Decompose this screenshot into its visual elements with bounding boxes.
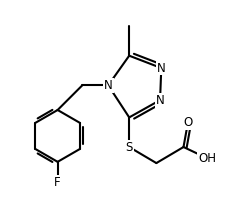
Text: N: N	[156, 62, 165, 75]
Text: O: O	[182, 116, 192, 129]
Text: F: F	[54, 176, 61, 189]
Text: N: N	[104, 79, 112, 92]
Text: N: N	[155, 94, 164, 107]
Text: S: S	[125, 141, 132, 154]
Text: OH: OH	[197, 152, 215, 165]
